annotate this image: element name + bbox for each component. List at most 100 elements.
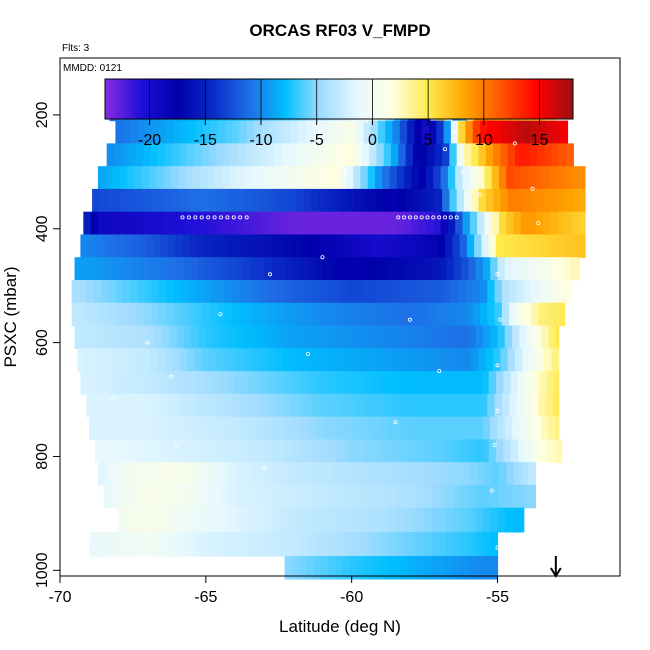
- heatmap-cell: [307, 531, 316, 557]
- heatmap-cell: [134, 166, 143, 190]
- heatmap-cell: [353, 462, 362, 486]
- heatmap-cell: [407, 302, 415, 327]
- heatmap-cell: [293, 484, 302, 509]
- heatmap-cell: [373, 484, 382, 509]
- heatmap-cell: [284, 556, 293, 580]
- heatmap-cell: [153, 234, 162, 258]
- heatmap-cell: [87, 371, 96, 395]
- heatmap-cell: [465, 280, 474, 304]
- heatmap-cell: [443, 120, 452, 144]
- heatmap-cell: [143, 143, 152, 167]
- heatmap-cell: [408, 371, 417, 395]
- heatmap-cell: [345, 166, 354, 190]
- heatmap-cell: [147, 531, 156, 557]
- heatmap-cell: [356, 280, 364, 304]
- heatmap-cell: [236, 462, 245, 486]
- heatmap-cell: [86, 393, 95, 418]
- heatmap-cell: [182, 371, 191, 395]
- sample-marker: [498, 317, 503, 322]
- heatmap-cell: [376, 188, 385, 213]
- heatmap-cell: [181, 302, 189, 327]
- heatmap-cell: [249, 484, 258, 509]
- heatmap-cell: [399, 393, 408, 418]
- heatmap-cell: [208, 143, 217, 167]
- heatmap-cell: [401, 234, 410, 258]
- heatmap-cell: [202, 302, 211, 327]
- heatmap-cell: [159, 393, 168, 418]
- heatmap-cell: [189, 371, 198, 395]
- heatmap-cell: [463, 188, 472, 213]
- heatmap-cell: [303, 348, 312, 372]
- heatmap-cell: [344, 257, 353, 281]
- heatmap-cell: [127, 166, 135, 190]
- heatmap-cell: [169, 416, 178, 440]
- heatmap-cell: [230, 348, 239, 372]
- heatmap-cell: [494, 280, 503, 304]
- heatmap-cell: [137, 120, 146, 144]
- heatmap-cell: [144, 120, 153, 144]
- heatmap-cell: [399, 120, 408, 144]
- heatmap-cell: [186, 348, 195, 372]
- heatmap-cell: [144, 393, 153, 418]
- heatmap-cell: [134, 462, 143, 486]
- heatmap-cell: [350, 234, 359, 258]
- heatmap-cell: [453, 507, 462, 533]
- x-tick-label: -70: [48, 589, 71, 606]
- heatmap-cell: [195, 280, 204, 304]
- sample-marker: [495, 272, 500, 277]
- heatmap-cell: [227, 325, 236, 349]
- heatmap-cell: [80, 234, 89, 258]
- colorbar-tick-label: -10: [249, 132, 272, 149]
- heatmap-cell: [469, 462, 478, 486]
- heatmap-cell: [424, 484, 433, 509]
- sample-marker: [442, 215, 447, 220]
- heatmap-cell: [141, 166, 150, 190]
- heatmap-cell: [329, 531, 338, 557]
- heatmap-cell: [313, 556, 322, 580]
- sample-marker: [305, 351, 310, 356]
- heatmap-cell: [497, 507, 506, 533]
- heatmap-cell: [380, 416, 389, 440]
- heatmap-cell: [275, 393, 284, 418]
- heatmap-cell: [366, 325, 375, 349]
- heatmap-cell: [256, 531, 265, 557]
- heatmap-cell: [463, 348, 472, 372]
- heatmap-cell: [181, 280, 189, 304]
- heatmap-cell: [497, 325, 506, 349]
- y-tick-label: 600: [34, 329, 51, 356]
- heatmap-cell: [443, 280, 452, 304]
- heatmap-cell: [118, 531, 127, 557]
- heatmap-cell: [146, 234, 154, 258]
- heatmap-band: [74, 257, 580, 281]
- heatmap-cell: [201, 143, 210, 167]
- colorbar-tick-label: 10: [475, 132, 493, 149]
- heatmap-cell: [350, 439, 359, 463]
- heatmap-cell: [478, 348, 487, 372]
- heatmap-cell: [525, 234, 534, 258]
- heatmap-cell: [74, 325, 83, 349]
- heatmap-cell: [198, 416, 207, 440]
- heatmap-cell: [571, 211, 580, 236]
- heatmap-cell: [411, 462, 420, 486]
- heatmap-cell: [275, 120, 284, 144]
- heatmap-cell: [173, 393, 182, 418]
- heatmap-cell: [541, 325, 550, 349]
- heatmap-cell: [197, 439, 205, 463]
- heatmap-cell: [515, 188, 523, 213]
- heatmap-cell: [210, 302, 219, 327]
- heatmap-cell: [414, 280, 423, 304]
- heatmap-cell: [482, 257, 491, 281]
- heatmap-cell: [293, 531, 302, 557]
- heatmap-cell: [468, 325, 477, 349]
- heatmap-cell: [194, 348, 203, 372]
- heatmap-cell: [340, 188, 348, 213]
- heatmap-cell: [485, 188, 494, 213]
- heatmap-cell: [459, 439, 468, 463]
- heatmap-cell: [329, 325, 338, 349]
- heatmap-cell: [281, 143, 290, 167]
- heatmap-cell: [111, 531, 119, 557]
- heatmap-cell: [166, 120, 175, 144]
- heatmap-cell: [445, 371, 453, 395]
- heatmap-cell: [410, 507, 418, 533]
